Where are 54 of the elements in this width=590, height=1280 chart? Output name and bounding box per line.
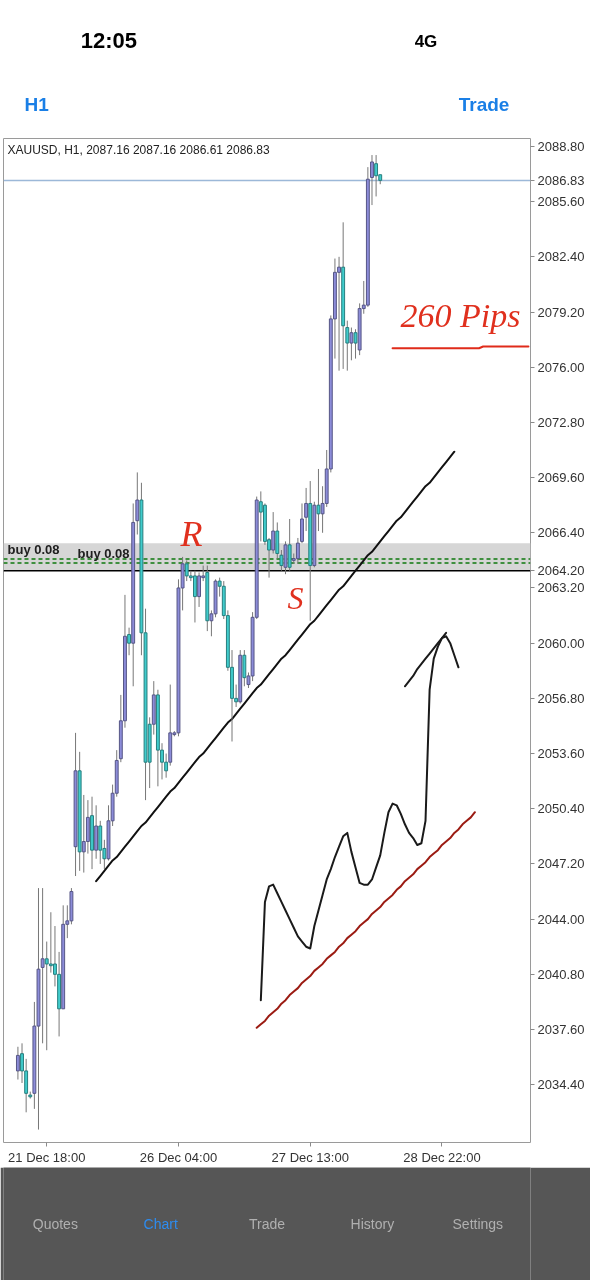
annotation: 260 Pips xyxy=(400,296,521,334)
y-tick-label: 2069.60 xyxy=(537,470,585,486)
text: History xyxy=(350,1215,395,1232)
annotation: R xyxy=(179,514,203,555)
y-tick-label: 2053.60 xyxy=(537,746,585,762)
chart-title: XAUUSD, H1, 2087.16 2087.16 2086.61 2086.83 xyxy=(7,142,271,157)
candlestick xyxy=(349,327,354,361)
line-series xyxy=(259,635,460,1002)
x-tick-label: 21 Dec 18:00 xyxy=(8,1149,86,1165)
ref-line-label: 2064.20 xyxy=(537,563,585,579)
y-tick-label: 2085.60 xyxy=(537,194,585,210)
candlestick xyxy=(258,490,263,542)
candlestick xyxy=(15,1046,20,1081)
text: Trade xyxy=(458,94,510,115)
text: Chart xyxy=(143,1215,178,1232)
y-tick-label: 2037.60 xyxy=(537,1022,585,1038)
y-tick-label: 2076.00 xyxy=(537,359,585,375)
x-tick-label: 26 Dec 04:00 xyxy=(139,1149,218,1165)
text: Settings xyxy=(452,1215,504,1232)
candlestick xyxy=(193,570,197,623)
candlestick xyxy=(184,559,189,582)
y-tick-label: 2044.00 xyxy=(537,911,585,927)
ref-line-label: buy 0.08 xyxy=(7,542,60,557)
y-tick-label: 2066.40 xyxy=(537,525,585,541)
y-tick-label: 2034.40 xyxy=(537,1077,585,1093)
candlestick xyxy=(316,468,321,532)
y-tick-label: 2056.80 xyxy=(537,690,585,706)
line-series xyxy=(255,811,476,1029)
candlestick xyxy=(48,911,53,974)
annotation: S xyxy=(287,580,304,617)
ref-line-label: 2086.83 xyxy=(537,172,585,188)
text: 4G xyxy=(414,32,438,51)
y-tick-label: 2079.20 xyxy=(537,304,585,320)
y-tick-label: 2072.80 xyxy=(537,414,585,430)
y-tick-label: 2040.80 xyxy=(537,966,585,982)
text: Quotes xyxy=(32,1215,78,1232)
text: H1 xyxy=(24,94,50,115)
y-tick-label: 2088.80 xyxy=(537,138,585,154)
x-tick-label: 28 Dec 22:00 xyxy=(403,1149,481,1165)
candlestick xyxy=(197,571,202,608)
y-tick-label: 2060.00 xyxy=(537,635,585,651)
x-tick-label: 27 Dec 13:00 xyxy=(271,1149,349,1165)
ref-line-label: buy 0.08 xyxy=(77,545,130,561)
text: Trade xyxy=(248,1215,286,1232)
text: 12:05 xyxy=(80,28,138,53)
y-tick-label: 2063.20 xyxy=(537,580,585,596)
y-tick-label: 2082.40 xyxy=(537,249,585,265)
candlestick xyxy=(287,518,292,572)
y-tick-label: 2050.40 xyxy=(537,801,585,817)
candlestick xyxy=(81,794,86,874)
y-tick-label: 2047.20 xyxy=(537,856,585,872)
candlestick xyxy=(337,256,341,372)
candlestick xyxy=(283,540,288,575)
candlestick xyxy=(353,328,358,360)
